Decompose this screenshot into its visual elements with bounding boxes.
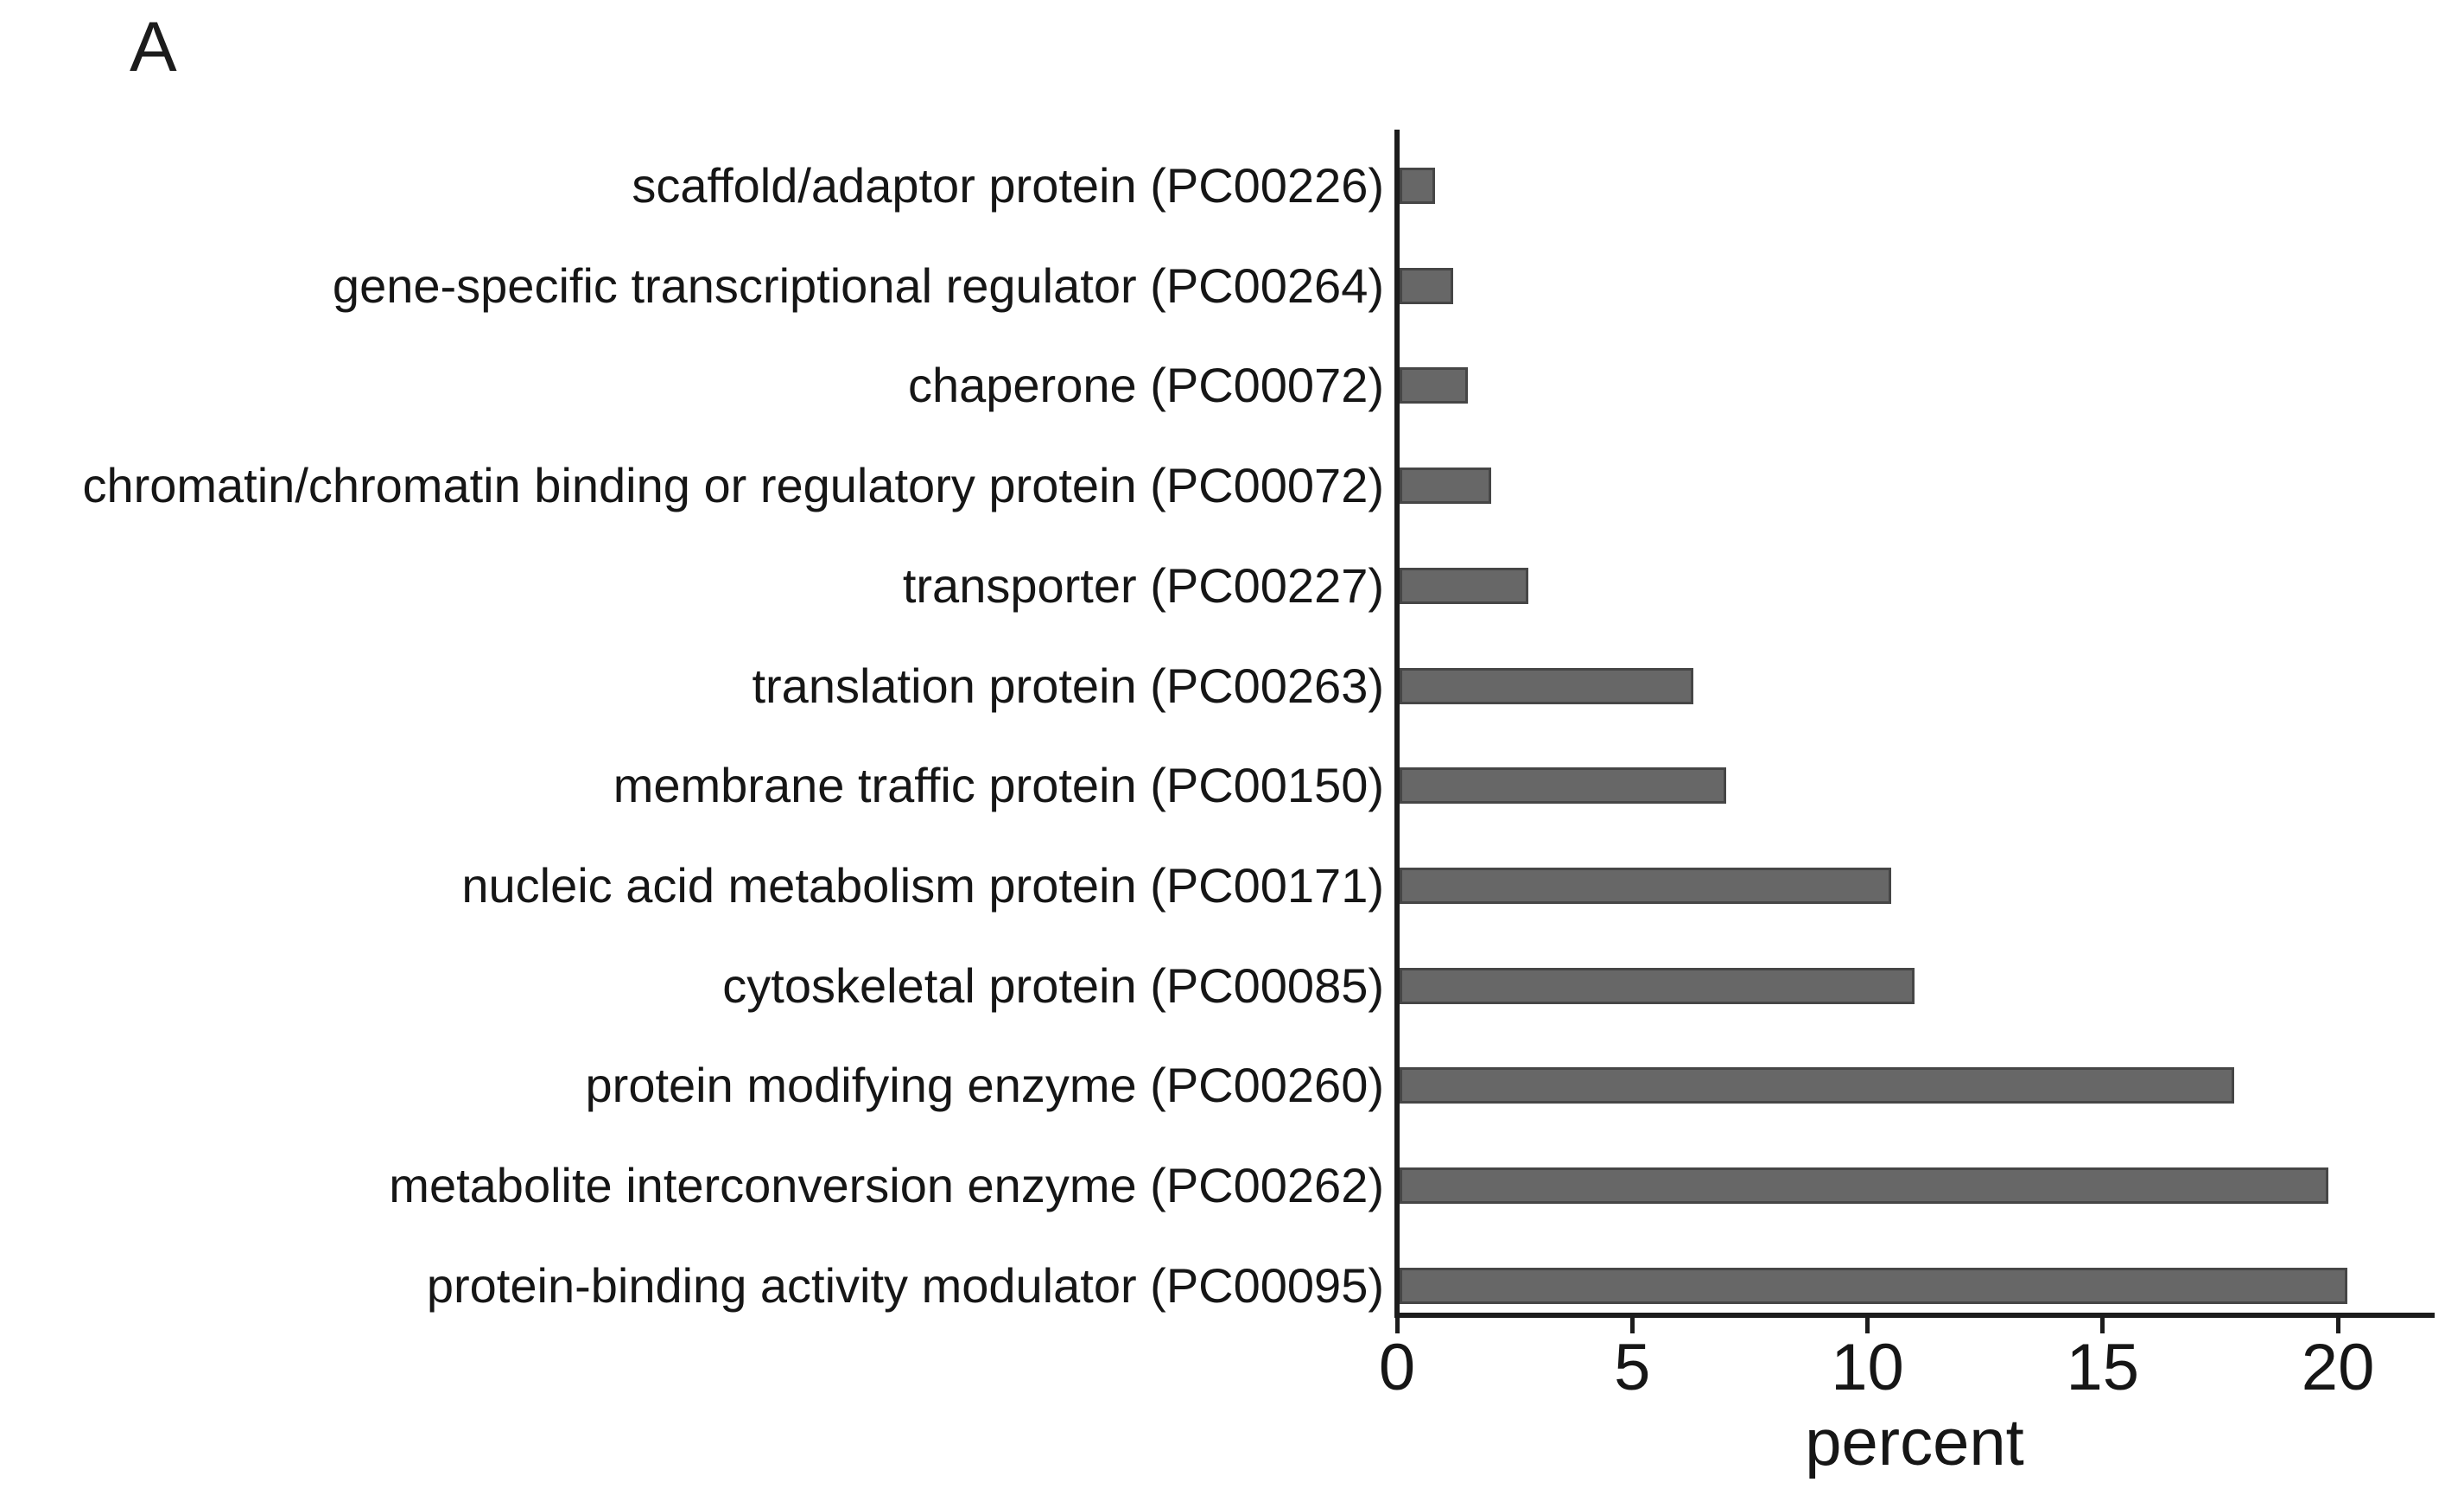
- category-label: chromatin/chromatin binding or regulator…: [82, 458, 1384, 513]
- category-label: cytoskeletal protein (PC00085): [722, 957, 1384, 1013]
- x-tick-label: 5: [1614, 1331, 1651, 1404]
- bar: [1400, 267, 1454, 304]
- category-label: translation protein (PC00263): [752, 658, 1384, 713]
- x-tick-mark: [2100, 1318, 2105, 1333]
- x-tick-mark: [2335, 1318, 2340, 1333]
- bar: [1400, 1167, 2329, 1204]
- x-tick-label: 15: [2066, 1331, 2140, 1404]
- x-tick-mark: [1394, 1318, 1400, 1333]
- category-label: protein modifying enzyme (PC00260): [585, 1058, 1384, 1113]
- category-label: transporter (PC00227): [902, 557, 1384, 613]
- category-label: protein-binding activity modulator (PC00…: [426, 1257, 1384, 1313]
- bar: [1400, 1267, 2347, 1304]
- bar: [1400, 468, 1491, 505]
- x-tick-label: 0: [1378, 1331, 1416, 1404]
- bar: [1400, 867, 1891, 904]
- x-axis-title: percent: [1805, 1406, 2024, 1479]
- panel-label: A: [130, 8, 177, 86]
- x-tick-label: 20: [2301, 1331, 2375, 1404]
- bar: [1400, 367, 1468, 404]
- bar: [1400, 567, 1529, 604]
- bar: [1400, 667, 1694, 704]
- x-tick-mark: [1865, 1318, 1870, 1333]
- bar: [1400, 767, 1727, 805]
- category-label: chaperone (PC00072): [907, 358, 1384, 413]
- bar: [1400, 168, 1435, 204]
- y-axis-line: [1394, 130, 1400, 1318]
- category-label: scaffold/adaptor protein (PC00226): [632, 158, 1384, 213]
- x-tick-label: 10: [1831, 1331, 1904, 1404]
- bar: [1400, 1067, 2235, 1104]
- category-label: membrane traffic protein (PC00150): [613, 758, 1384, 813]
- x-tick-mark: [1629, 1318, 1635, 1333]
- category-label: gene-specific transcriptional regulator …: [332, 258, 1384, 313]
- bar: [1400, 967, 1915, 1004]
- x-axis-line: [1394, 1313, 2435, 1318]
- category-label: metabolite interconversion enzyme (PC002…: [389, 1158, 1384, 1212]
- category-label: nucleic acid metabolism protein (PC00171…: [461, 857, 1384, 913]
